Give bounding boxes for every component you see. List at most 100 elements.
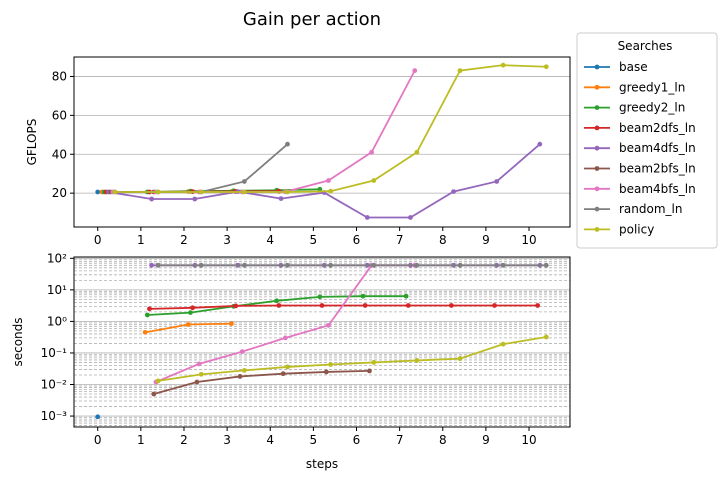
figure-title: Gain per action (243, 9, 381, 30)
data-point-random_ln (285, 142, 290, 147)
x-tick-label: 8 (439, 433, 447, 447)
data-point-greedy2_ln (361, 294, 366, 299)
data-point-policy (371, 178, 376, 183)
data-point-random_ln (156, 263, 161, 268)
data-point-beam4dfs_ln (408, 215, 413, 220)
data-point-random_ln (371, 263, 376, 268)
data-point-policy (156, 190, 161, 195)
legend-label-greedy1_ln: greedy1_ln (619, 80, 685, 94)
data-point-greedy1_ln (143, 330, 148, 335)
x-tick-label: 2 (180, 433, 188, 447)
series-line-beam4bfs_ln (113, 71, 415, 192)
legend-label-beam2bfs_ln: beam2bfs_ln (619, 162, 696, 176)
legend-label-beam2dfs_ln: beam2dfs_ln (619, 121, 696, 135)
legend-marker-greedy2_ln (595, 105, 600, 110)
y-tick-label: 10⁻² (41, 378, 68, 392)
data-point-policy (458, 68, 463, 73)
x-tick-label: 1 (137, 233, 145, 247)
series-line-beam2dfs_ln (149, 305, 537, 308)
legend-marker-beam4dfs_ln (595, 146, 600, 151)
x-tick-label: 0 (94, 233, 102, 247)
data-point-beam2dfs_ln (406, 303, 411, 308)
y-tick-label: 10² (47, 251, 67, 265)
data-point-policy (328, 362, 333, 367)
data-point-policy (501, 342, 506, 347)
x-tick-label: 7 (396, 433, 404, 447)
data-point-base (95, 190, 100, 195)
data-point-beam2bfs_ln (324, 370, 329, 375)
data-point-greedy1_ln (186, 322, 191, 327)
data-point-beam4bfs_ln (283, 336, 288, 341)
data-point-beam2dfs_ln (320, 303, 325, 308)
data-point-beam4dfs_ln (451, 189, 456, 194)
data-point-beam4dfs_ln (192, 197, 197, 202)
data-point-random_ln (199, 263, 204, 268)
data-point-policy (285, 190, 290, 195)
data-point-policy (328, 189, 333, 194)
data-point-beam4bfs_ln (240, 349, 245, 354)
legend-label-beam4dfs_ln: beam4dfs_ln (619, 141, 696, 155)
axes-frame (74, 257, 570, 427)
legend-label-beam4bfs_ln: beam4bfs_ln (619, 182, 696, 196)
data-point-beam2dfs_ln (535, 303, 540, 308)
data-point-beam4dfs_ln (279, 196, 284, 201)
data-point-beam4bfs_ln (197, 361, 202, 366)
x-tick-label: 5 (310, 233, 318, 247)
data-point-random_ln (544, 263, 549, 268)
legend-marker-random_ln (595, 207, 600, 212)
series-line-beam2bfs_ln (154, 371, 370, 394)
x-tick-label: 9 (482, 433, 490, 447)
legend-label-base: base (619, 60, 648, 74)
y-tick-label: 80 (52, 69, 67, 83)
y-tick-label: 10⁻¹ (41, 346, 68, 360)
data-point-random_ln (242, 263, 247, 268)
x-tick-label: 3 (223, 233, 231, 247)
y-axis-label: seconds (11, 317, 25, 366)
y-tick-label: 10⁻³ (41, 409, 68, 423)
data-point-greedy2_ln (274, 298, 279, 303)
data-point-policy (458, 356, 463, 361)
legend-marker-beam2bfs_ln (595, 166, 600, 171)
x-tick-label: 8 (439, 233, 447, 247)
data-point-beam4dfs_ln (365, 215, 370, 220)
data-point-beam2dfs_ln (233, 304, 238, 309)
data-point-beam4dfs_ln (149, 197, 154, 202)
data-point-greedy2_ln (188, 310, 193, 315)
x-tick-label: 2 (180, 233, 188, 247)
legend-label-random_ln: random_ln (619, 202, 682, 216)
data-point-policy (199, 372, 204, 377)
y-tick-label: 20 (52, 186, 67, 200)
y-tick-label: 10¹ (47, 283, 67, 297)
data-point-beam2dfs_ln (492, 303, 497, 308)
x-tick-label: 7 (396, 233, 404, 247)
legend-marker-policy (595, 227, 600, 232)
data-point-beam4dfs_ln (537, 142, 542, 147)
data-point-policy (285, 365, 290, 370)
data-point-policy (242, 368, 247, 373)
y-tick-label: 40 (52, 147, 67, 161)
x-tick-label: 10 (521, 233, 536, 247)
data-point-beam2bfs_ln (195, 380, 200, 385)
data-point-beam2dfs_ln (147, 306, 152, 311)
legend-label-policy: policy (619, 222, 654, 236)
legend-title: Searches (618, 39, 673, 53)
data-point-beam2bfs_ln (367, 368, 372, 373)
data-point-random_ln (458, 263, 463, 268)
data-point-beam4dfs_ln (149, 263, 154, 268)
legend: Searches basegreedy1_lngreedy2_lnbeam2df… (577, 33, 717, 248)
data-point-greedy2_ln (404, 294, 409, 299)
data-point-beam4bfs_ln (326, 323, 331, 328)
data-point-random_ln (414, 263, 419, 268)
legend-marker-greedy1_ln (595, 85, 600, 90)
data-point-beam2dfs_ln (190, 305, 195, 310)
data-point-policy (113, 190, 118, 195)
data-point-beam2bfs_ln (151, 392, 156, 397)
legend-marker-beam4bfs_ln (595, 186, 600, 191)
data-point-policy (501, 63, 506, 68)
data-point-beam2dfs_ln (449, 303, 454, 308)
data-point-random_ln (285, 263, 290, 268)
data-point-policy (544, 335, 549, 340)
